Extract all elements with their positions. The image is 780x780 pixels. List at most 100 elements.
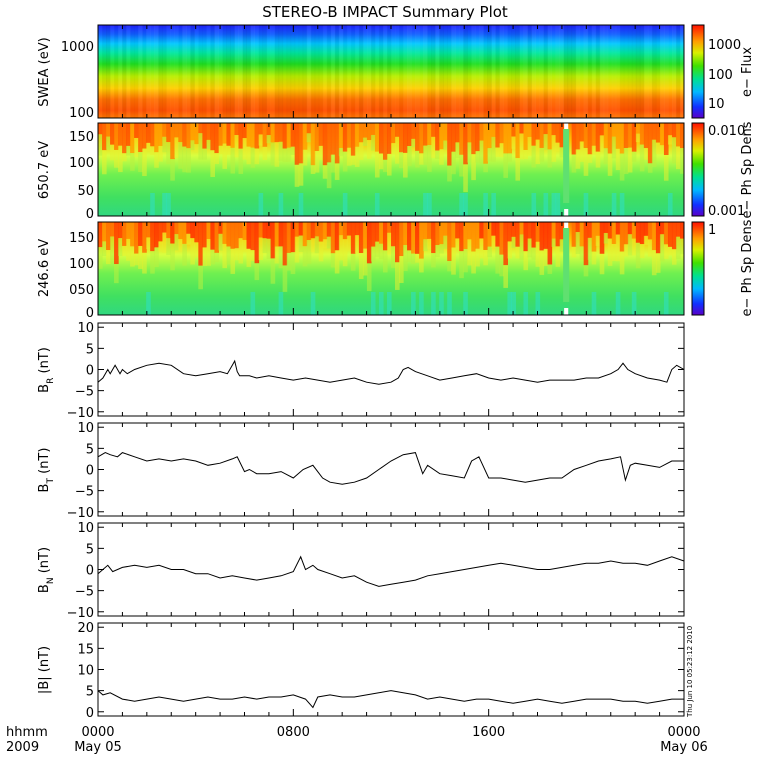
heatmap-cell [242, 222, 248, 240]
heatmap-cell [347, 25, 352, 118]
heatmap-cell [343, 25, 348, 118]
swea-ytick-1000: 1000 [61, 40, 94, 55]
heatmap-cell [206, 139, 211, 149]
heatmap-cell [659, 222, 665, 235]
heatmap-cell [166, 25, 171, 118]
heatmap-cell [298, 193, 304, 216]
heatmap-cell [551, 135, 557, 162]
bmag-panel: 20 15 10 5 0 |B| (nT) Thu Jun 10 05:23:12 20… [37, 621, 694, 721]
heatmap-cell [134, 253, 139, 266]
bmag-y-tick-label: 5 [86, 685, 94, 700]
heatmap-cell [543, 193, 549, 216]
bn-ylabel: BN (nT) [37, 547, 56, 593]
heatmap-cell [523, 222, 529, 252]
heatmap-cell [419, 258, 424, 273]
heatmap-cell [667, 193, 673, 216]
heatmap-cell [663, 292, 669, 315]
heatmap-cell [531, 123, 537, 146]
heatmap-cell [202, 25, 207, 118]
heatmap-cell [455, 142, 460, 158]
heatmap-cell [543, 25, 549, 118]
heatmap-cell [294, 164, 300, 187]
heatmap-cell [639, 222, 645, 245]
heatmap-gap-fill [563, 129, 570, 203]
bmag-series-line [97, 690, 684, 709]
heatmap-cell [591, 123, 597, 146]
heatmap-cell [350, 253, 356, 271]
heatmap-cell [411, 222, 416, 254]
heatmap-cell [222, 243, 228, 269]
heatmap-cell [174, 137, 179, 159]
heatmap-cell [262, 25, 268, 118]
pad650-ytick-0: 0 [86, 207, 94, 222]
heatmap-cell [459, 193, 464, 216]
heatmap-cell [507, 292, 513, 315]
heatmap-cell [499, 222, 504, 255]
heatmap-cell [214, 123, 220, 154]
bmag-y-tick-label: 15 [77, 642, 94, 657]
heatmap-cell [624, 25, 629, 118]
heatmap-cell [362, 123, 368, 138]
heatmap-cell [479, 140, 484, 164]
heatmap-cell [174, 25, 179, 118]
heatmap-cell [503, 265, 508, 288]
heatmap-cell [483, 222, 488, 250]
heatmap-cell [571, 25, 577, 118]
heatmap-cell [118, 123, 123, 146]
heatmap-cell [334, 163, 340, 180]
heatmap-cell [350, 155, 356, 165]
heatmap-cell [267, 25, 272, 118]
bt-ylabel: BT (nT) [37, 448, 56, 493]
heatmap-cell [102, 241, 107, 256]
heatmap-cell [270, 123, 276, 143]
br-series-line [97, 359, 685, 385]
heatmap-cell [118, 238, 123, 257]
bt-y-tick-label: −10 [67, 506, 94, 521]
heatmap-cell [431, 222, 436, 254]
heatmap-cell [443, 123, 448, 141]
heatmap-cell [443, 25, 448, 118]
heatmap-cell [451, 247, 456, 275]
swea-ytick-100: 100 [69, 106, 94, 121]
bn-y-tick-label: 10 [77, 521, 94, 536]
bn-y-tick-label: −5 [75, 585, 94, 600]
heatmap-cell [595, 222, 601, 236]
heatmap-cell [154, 25, 159, 118]
heatmap-cell [286, 147, 292, 162]
heatmap-cell [134, 123, 139, 138]
heatmap-cell [631, 151, 637, 162]
heatmap-cell [651, 25, 657, 118]
heatmap-cell [278, 292, 284, 315]
heatmap-cell [595, 151, 601, 168]
heatmap-cell [246, 146, 252, 165]
heatmap-cell [555, 246, 561, 267]
heatmap-cell [266, 123, 272, 136]
heatmap-cell [431, 253, 436, 268]
heatmap-cell [535, 123, 541, 140]
heatmap-cell [655, 253, 661, 273]
heatmap-cell [114, 264, 119, 284]
heatmap-cell [178, 142, 183, 169]
heatmap-cell [218, 145, 224, 154]
heatmap-cell [679, 222, 684, 239]
heatmap-cell [663, 25, 669, 118]
heatmap-cell [403, 25, 408, 118]
heatmap-cell [515, 25, 520, 118]
heatmap-cell [334, 25, 340, 118]
heatmap-cell [242, 25, 248, 118]
heatmap-cell [463, 222, 468, 250]
heatmap-cell [326, 123, 332, 163]
heatmap-cell [463, 292, 468, 315]
heatmap-cell [431, 25, 436, 118]
heatmap-cell [386, 292, 392, 315]
heatmap-cell [290, 252, 296, 275]
heatmap-cell [427, 222, 432, 239]
heatmap-cell [110, 123, 115, 145]
heatmap-cell [274, 246, 280, 264]
x-tick-label-time: 0800 [277, 725, 310, 740]
heatmap-cell [358, 25, 364, 118]
heatmap-cell [519, 133, 525, 160]
heatmap-cell [463, 123, 468, 165]
heatmap-cell [535, 241, 541, 267]
heatmap-cell [475, 25, 480, 118]
